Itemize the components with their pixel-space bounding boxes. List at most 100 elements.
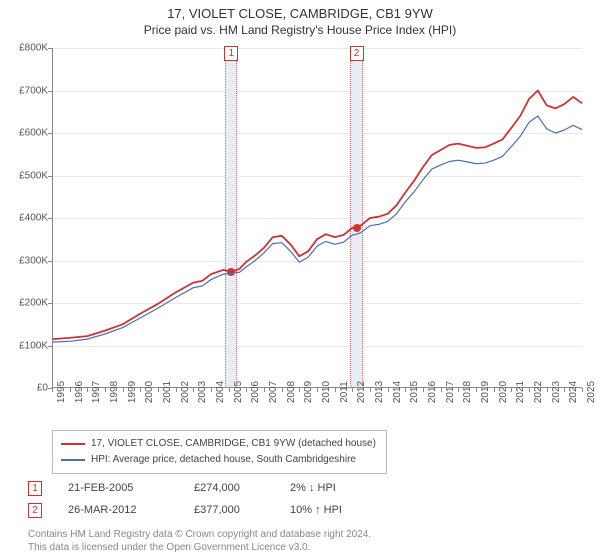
- x-axis-label: 2013: [374, 381, 385, 403]
- x-axis-label: 2007: [268, 381, 279, 403]
- x-tick: [441, 388, 442, 392]
- x-tick: [193, 388, 194, 392]
- x-tick: [494, 388, 495, 392]
- x-tick: [123, 388, 124, 392]
- series-line-property: [52, 91, 582, 340]
- x-tick: [282, 388, 283, 392]
- x-axis-label: 2019: [480, 381, 491, 403]
- x-tick: [52, 388, 53, 392]
- legend-label: HPI: Average price, detached house, Sout…: [91, 452, 356, 468]
- x-axis-label: 2025: [586, 381, 597, 403]
- x-axis-label: 2014: [392, 381, 403, 403]
- x-tick: [352, 388, 353, 392]
- x-tick: [87, 388, 88, 392]
- x-tick: [246, 388, 247, 392]
- x-tick: [299, 388, 300, 392]
- x-axis-label: 2004: [215, 381, 226, 403]
- x-axis-label: 2005: [233, 381, 244, 403]
- x-tick: [211, 388, 212, 392]
- x-axis-label: 1996: [74, 381, 85, 403]
- x-axis-label: 2010: [321, 381, 332, 403]
- x-tick: [529, 388, 530, 392]
- y-axis-label: £200K: [0, 298, 48, 309]
- sale-date: 21-FEB-2005: [68, 482, 168, 494]
- x-axis-label: 2018: [462, 381, 473, 403]
- sale-row-marker: 1: [28, 481, 42, 496]
- x-tick: [511, 388, 512, 392]
- y-axis-label: £600K: [0, 128, 48, 139]
- sale-date: 26-MAR-2012: [68, 504, 168, 516]
- y-axis-label: £400K: [0, 213, 48, 224]
- y-axis-label: £800K: [0, 43, 48, 54]
- x-tick: [458, 388, 459, 392]
- x-axis-label: 2006: [250, 381, 261, 403]
- legend-row: 17, VIOLET CLOSE, CAMBRIDGE, CB1 9YW (de…: [61, 436, 376, 452]
- x-axis-label: 2021: [515, 381, 526, 403]
- x-tick: [476, 388, 477, 392]
- x-axis-label: 2016: [427, 381, 438, 403]
- x-tick: [423, 388, 424, 392]
- x-axis-label: 2002: [180, 381, 191, 403]
- x-axis-label: 2017: [445, 381, 456, 403]
- legend-swatch: [61, 459, 85, 461]
- x-tick: [335, 388, 336, 392]
- y-axis-line: [52, 48, 53, 388]
- sale-row-marker: 2: [28, 503, 42, 518]
- x-tick: [158, 388, 159, 392]
- x-tick: [229, 388, 230, 392]
- x-axis-label: 2011: [339, 381, 350, 403]
- chart-header: 17, VIOLET CLOSE, CAMBRIDGE, CB1 9YW Pri…: [0, 0, 600, 37]
- x-tick: [405, 388, 406, 392]
- x-axis-label: 2003: [197, 381, 208, 403]
- sale-price: £274,000: [194, 482, 264, 494]
- chart-title: 17, VIOLET CLOSE, CAMBRIDGE, CB1 9YW: [0, 6, 600, 21]
- x-axis-label: 2000: [144, 381, 155, 403]
- legend-swatch: [61, 443, 85, 445]
- legend-label: 17, VIOLET CLOSE, CAMBRIDGE, CB1 9YW (de…: [91, 436, 376, 452]
- legend-row: HPI: Average price, detached house, Sout…: [61, 452, 376, 468]
- x-axis-label: 1995: [56, 381, 67, 403]
- x-tick: [70, 388, 71, 392]
- sale-price: £377,000: [194, 504, 264, 516]
- sale-delta: 10% ↑ HPI: [290, 504, 380, 516]
- y-axis-label: £500K: [0, 170, 48, 181]
- x-tick: [370, 388, 371, 392]
- series-line-hpi: [52, 116, 582, 342]
- chart-plot-area: 12 £0£100K£200K£300K£400K£500K£600K£700K…: [52, 48, 582, 388]
- y-axis-label: £300K: [0, 255, 48, 266]
- x-tick: [564, 388, 565, 392]
- x-axis-label: 2020: [498, 381, 509, 403]
- x-axis-label: 2001: [162, 381, 173, 403]
- x-tick: [582, 388, 583, 392]
- x-tick: [264, 388, 265, 392]
- chart-svg: [52, 48, 582, 388]
- footer-line-1: Contains HM Land Registry data © Crown c…: [28, 528, 371, 541]
- x-axis-label: 2015: [409, 381, 420, 403]
- sale-row: 2 26-MAR-2012 £377,000 10% ↑ HPI: [28, 499, 380, 521]
- x-tick: [388, 388, 389, 392]
- x-axis-label: 2008: [286, 381, 297, 403]
- y-axis-label: £0: [0, 383, 48, 394]
- x-axis-label: 1998: [109, 381, 120, 403]
- y-axis-label: £100K: [0, 340, 48, 351]
- chart-subtitle: Price paid vs. HM Land Registry's House …: [0, 23, 600, 37]
- sale-row: 1 21-FEB-2005 £274,000 2% ↓ HPI: [28, 477, 380, 499]
- x-axis-label: 2022: [533, 381, 544, 403]
- x-tick: [317, 388, 318, 392]
- x-tick: [176, 388, 177, 392]
- x-tick: [547, 388, 548, 392]
- footer-attribution: Contains HM Land Registry data © Crown c…: [28, 528, 371, 554]
- x-tick: [105, 388, 106, 392]
- footer-line-2: This data is licensed under the Open Gov…: [28, 541, 371, 554]
- x-axis-label: 2023: [551, 381, 562, 403]
- x-axis-label: 2012: [356, 381, 367, 403]
- y-axis-label: £700K: [0, 85, 48, 96]
- x-axis-label: 1997: [91, 381, 102, 403]
- sales-table: 1 21-FEB-2005 £274,000 2% ↓ HPI 2 26-MAR-2012…: [28, 477, 380, 521]
- x-tick: [140, 388, 141, 392]
- x-axis-label: 2024: [568, 381, 579, 403]
- x-axis-label: 1999: [127, 381, 138, 403]
- sale-delta: 2% ↓ HPI: [290, 482, 380, 494]
- legend: 17, VIOLET CLOSE, CAMBRIDGE, CB1 9YW (de…: [52, 430, 387, 474]
- x-axis-label: 2009: [303, 381, 314, 403]
